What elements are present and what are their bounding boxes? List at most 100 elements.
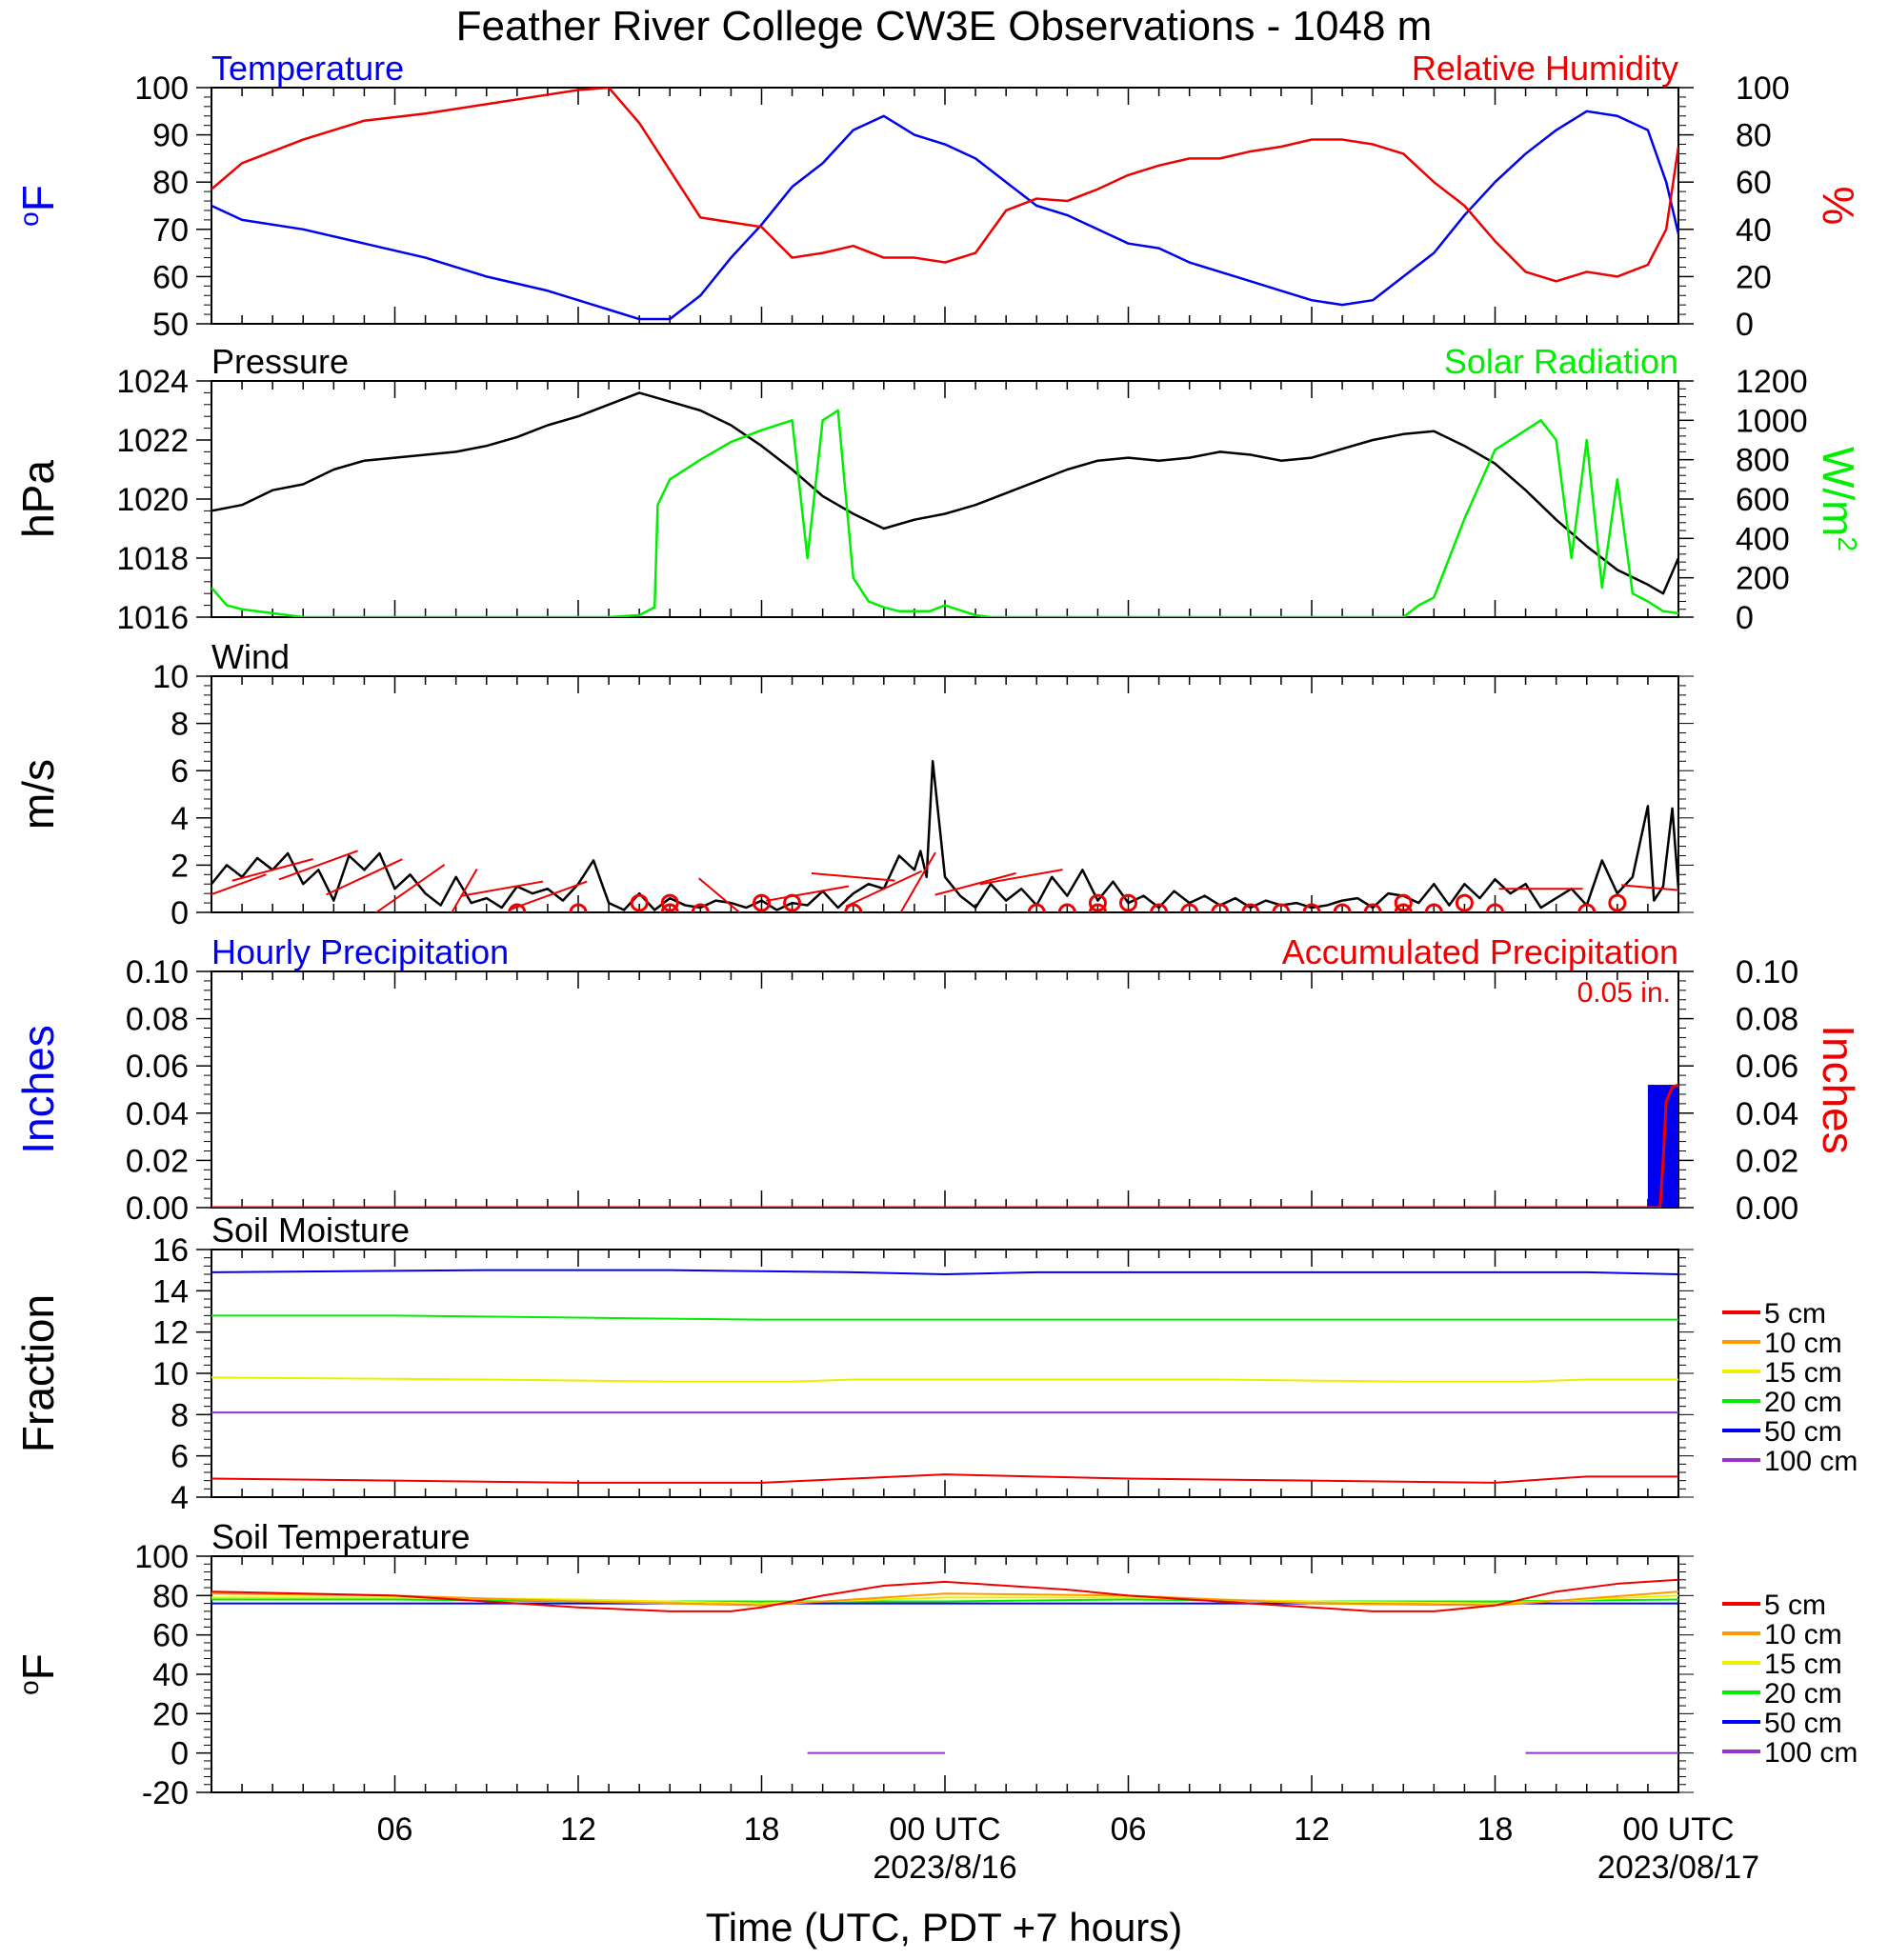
legend-label: 10 cm [1764, 1328, 1842, 1359]
light-wind-circle [1608, 893, 1627, 912]
y-tick-label-left: 60 [152, 1618, 189, 1654]
y-tick-label-left: 1018 [116, 541, 189, 577]
calm-wind-circle [1363, 903, 1382, 912]
panel-frame [211, 970, 1679, 1209]
wind-barb [698, 877, 741, 912]
light-wind-circle [1394, 893, 1413, 912]
wind-barb [278, 850, 358, 881]
y-tick-label-right: 80 [1736, 118, 1772, 154]
y-axis-label-right: % [1814, 187, 1863, 226]
calm-wind-circle [1241, 903, 1260, 912]
panel-title-left: Temperature [211, 49, 404, 88]
y-tick-label-left: 4 [171, 801, 189, 837]
wind-barb [326, 858, 403, 896]
y-tick-label-left: 20 [152, 1696, 189, 1732]
plot-area [211, 88, 1678, 321]
wind-barb [934, 871, 1016, 896]
y-tick-label-right: 600 [1736, 482, 1790, 518]
legend-label: 50 cm [1764, 1708, 1842, 1739]
y-tick-label-left: 0.10 [126, 954, 189, 990]
light-wind-circle [753, 893, 771, 912]
y-tick-label-left: 0.06 [126, 1049, 189, 1085]
y-tick-label-right: 0 [1736, 307, 1754, 343]
x-tick-label: 12 [560, 1811, 596, 1848]
wind-barb [211, 873, 267, 896]
y-tick-label-left: 14 [152, 1273, 189, 1310]
wind-barb [979, 869, 1063, 886]
series-line-black [211, 760, 1678, 911]
x-tick-label: 12 [1294, 1811, 1330, 1848]
calm-wind-circle [1577, 903, 1597, 912]
y-tick-label-right: 100 [1736, 70, 1790, 107]
y-tick-label-left: 0 [171, 895, 189, 931]
wind-barb [451, 868, 478, 912]
y-tick-label-left: 80 [152, 1578, 189, 1614]
wind-barb [1621, 884, 1678, 891]
legend-label: 50 cm [1764, 1416, 1842, 1448]
calm-wind-circle [508, 903, 527, 912]
legend-label: 100 cm [1764, 1446, 1858, 1477]
y-tick-label-right: 20 [1736, 259, 1772, 295]
x-tick-label: 18 [744, 1811, 780, 1848]
panel-title-left: Hourly Precipitation [211, 932, 509, 971]
series-line-red [211, 88, 1678, 283]
wind-barb [766, 885, 850, 902]
y-tick-label-left: 8 [171, 1397, 189, 1433]
calm-wind-circle [1211, 903, 1230, 912]
y-tick-label-left: -20 [142, 1775, 189, 1811]
calm-wind-circle [660, 903, 679, 912]
series-line-20cm [211, 1314, 1678, 1321]
light-wind-circle [1119, 893, 1137, 912]
x-tick-label: 18 [1477, 1811, 1514, 1848]
panel-frame [211, 1249, 1679, 1498]
wind-barb [845, 870, 923, 908]
calm-wind-circle [1272, 903, 1291, 912]
panel-frame [211, 380, 1679, 618]
plot-area [211, 1578, 1678, 1754]
panel-wind: 0 2 4 6 8 10 Wind m/s [13, 637, 1694, 931]
light-wind-circle [1088, 893, 1107, 912]
y-tick-label-left: 10 [152, 659, 189, 695]
y-axis-label-left: Inches [13, 1025, 63, 1154]
calm-wind-circle [569, 903, 588, 912]
calm-wind-circle [691, 903, 710, 912]
wind-barb [508, 880, 588, 911]
series-line-blue [211, 110, 1678, 321]
y-tick-label-left: 2 [171, 848, 189, 884]
plot-area [211, 1083, 1678, 1208]
x-tick-label: 00 UTC [889, 1811, 1000, 1848]
x-tick-label: 06 [1111, 1811, 1147, 1848]
plot-area [211, 760, 1678, 912]
series-line-green [211, 409, 1678, 617]
wind-barb [231, 858, 313, 882]
y-axis-label-left: m/s [13, 759, 63, 830]
y-tick-label-left: 6 [171, 1439, 189, 1475]
series-line-20cm [211, 1598, 1678, 1603]
panel-frame [211, 1555, 1679, 1793]
y-tick-label-right: 200 [1736, 561, 1790, 597]
y-tick-label-left: 1016 [116, 600, 189, 636]
calm-wind-circle [1057, 903, 1076, 912]
y-axis-label-left: oF [13, 185, 63, 227]
light-wind-circle [1455, 893, 1474, 912]
legend-label: 20 cm [1764, 1678, 1842, 1710]
series-line-50cm [211, 1269, 1678, 1275]
legend-label: 100 cm [1764, 1737, 1858, 1769]
panel-title-right: Relative Humidity [1412, 49, 1678, 88]
legend-label: 15 cm [1764, 1357, 1842, 1389]
y-tick-label-right: 800 [1736, 443, 1790, 479]
y-tick-label-left: 12 [152, 1315, 189, 1351]
legend-label: 15 cm [1764, 1649, 1842, 1680]
y-tick-label-right: 0.00 [1736, 1190, 1798, 1227]
y-axis-label-left: hPa [13, 460, 63, 538]
y-tick-label-left: 8 [171, 707, 189, 743]
y-tick-label-left: 100 [134, 1539, 189, 1575]
light-wind-circle [660, 893, 679, 912]
y-tick-label-left: 16 [152, 1232, 189, 1269]
y-tick-label-right: 60 [1736, 165, 1772, 201]
y-tick-label-left: 4 [171, 1480, 189, 1516]
y-tick-label-right: 1200 [1736, 364, 1808, 400]
x-tick-label: 06 [377, 1811, 413, 1848]
